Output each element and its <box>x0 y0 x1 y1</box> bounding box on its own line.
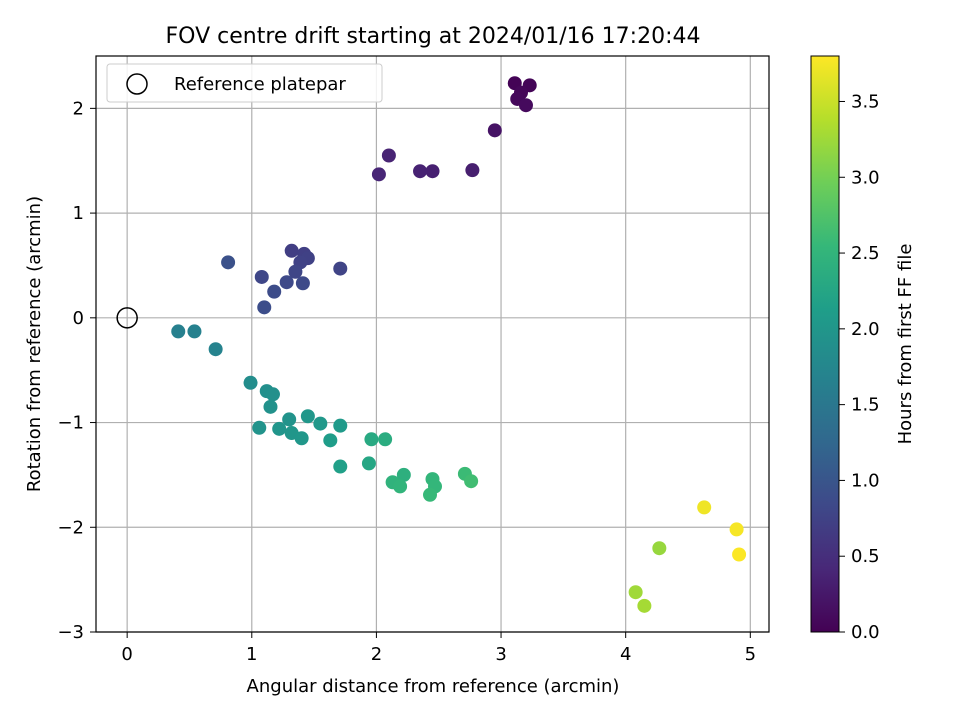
y-tick-label: 2 <box>73 98 84 119</box>
data-point <box>288 264 303 279</box>
data-point <box>732 547 747 562</box>
x-tick-label: 1 <box>246 644 257 665</box>
data-point <box>729 522 744 537</box>
data-point <box>300 409 315 424</box>
colorbar-gradient <box>810 55 840 633</box>
x-axis-ticks: 0 1 2 3 4 5 <box>121 632 756 665</box>
data-point <box>267 284 282 299</box>
data-point <box>263 399 278 414</box>
data-point <box>465 163 480 178</box>
data-point <box>282 412 297 427</box>
data-point <box>413 164 428 179</box>
y-tick-label: 1 <box>73 203 84 224</box>
data-point <box>518 98 533 113</box>
y-tick-label: −1 <box>57 413 84 434</box>
legend-entry-reference: Reference platepar <box>174 74 346 95</box>
data-point <box>252 420 267 435</box>
data-points <box>171 76 747 613</box>
colorbar-tick-label: 0.0 <box>851 622 880 643</box>
plot-frame <box>95 55 770 633</box>
x-tick-label: 4 <box>620 644 631 665</box>
y-tick-label: −2 <box>57 517 84 538</box>
data-point <box>652 541 667 556</box>
data-point <box>295 276 310 291</box>
data-point <box>697 500 712 515</box>
x-tick-label: 2 <box>371 644 382 665</box>
data-point <box>393 479 408 494</box>
legend: Reference platepar <box>106 63 383 103</box>
grid-lines <box>96 56 769 633</box>
data-point <box>294 431 309 446</box>
data-point <box>425 164 440 179</box>
data-point <box>381 148 396 163</box>
data-point <box>364 432 379 447</box>
data-point <box>254 269 269 284</box>
data-point <box>221 255 236 270</box>
data-point <box>313 416 328 431</box>
colorbar-ticks: 0.0 0.5 1.0 1.5 2.0 2.5 3.0 3.5 <box>839 91 880 643</box>
data-point <box>284 243 299 258</box>
x-tick-label: 5 <box>745 644 756 665</box>
data-point <box>187 324 202 339</box>
data-point <box>333 459 348 474</box>
data-point <box>361 456 376 471</box>
x-tick-label: 3 <box>495 644 506 665</box>
data-point <box>333 261 348 276</box>
data-point <box>371 167 386 182</box>
colorbar-tick-label: 3.0 <box>851 167 880 188</box>
colorbar-tick-label: 3.5 <box>851 91 880 112</box>
data-point <box>628 585 643 600</box>
colorbar-tick-label: 1.5 <box>851 395 880 416</box>
data-point <box>637 598 652 613</box>
colorbar: 0.0 0.5 1.0 1.5 2.0 2.5 3.0 3.5 Hours from firs… <box>810 55 916 643</box>
colorbar-tick-label: 0.5 <box>851 546 880 567</box>
data-point <box>464 474 479 489</box>
data-point <box>333 418 348 433</box>
colorbar-tick-label: 1.0 <box>851 470 880 491</box>
x-tick-label: 0 <box>121 644 132 665</box>
data-point <box>279 275 294 290</box>
colorbar-tick-label: 2.5 <box>851 243 880 264</box>
data-point <box>208 342 223 357</box>
y-tick-label: 0 <box>73 308 84 329</box>
data-point <box>171 324 186 339</box>
colorbar-tick-label: 2.0 <box>851 319 880 340</box>
data-point <box>265 387 280 402</box>
data-point <box>487 123 502 138</box>
data-point <box>423 487 438 502</box>
data-point <box>272 421 287 436</box>
legend-box <box>106 63 383 103</box>
data-point <box>378 432 393 447</box>
data-point <box>396 467 411 482</box>
colorbar-label: Hours from first FF file <box>895 244 916 445</box>
y-axis-label: Rotation from reference (arcmin) <box>24 196 45 492</box>
y-tick-label: −3 <box>57 622 84 643</box>
chart-title: FOV centre drift starting at 2024/01/16 … <box>166 24 701 49</box>
data-point <box>257 300 272 315</box>
x-axis-label: Angular distance from reference (arcmin) <box>247 676 620 697</box>
reference-point-marker <box>116 307 138 329</box>
legend-marker-icon <box>126 73 148 95</box>
y-axis-ticks: −3 −2 −1 0 1 2 <box>57 98 96 643</box>
data-point <box>243 375 258 390</box>
data-point <box>323 433 338 448</box>
